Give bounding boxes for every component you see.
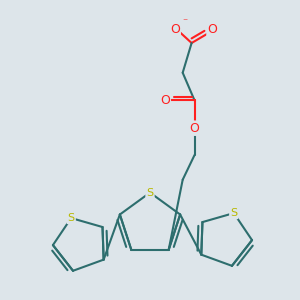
Text: O: O — [160, 94, 170, 107]
Text: O: O — [170, 22, 180, 36]
Text: S: S — [68, 213, 75, 223]
Text: S: S — [230, 208, 237, 218]
Text: O: O — [190, 122, 200, 135]
Text: O: O — [208, 22, 218, 36]
Text: S: S — [146, 188, 154, 198]
Text: ⁻: ⁻ — [182, 17, 187, 27]
